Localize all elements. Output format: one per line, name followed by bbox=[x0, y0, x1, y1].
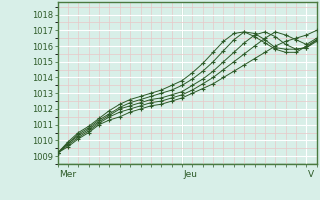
Text: Jeu: Jeu bbox=[183, 170, 197, 179]
Text: Mer: Mer bbox=[59, 170, 76, 179]
Text: V: V bbox=[308, 170, 314, 179]
